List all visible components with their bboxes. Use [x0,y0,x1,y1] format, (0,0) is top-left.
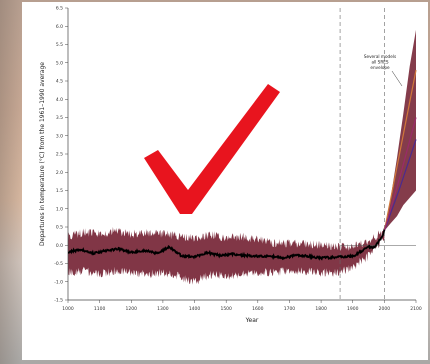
x-tick-label: 1800 [315,306,327,312]
x-tick-label: 1100 [94,306,106,312]
y-tick-label: 3.0 [56,133,63,139]
y-tick-label: 0.0 [56,243,63,249]
text-layer: -1.5 -1.0 -0.5 0.0 0.5 1.0 1.5 2.0 2.5 3.0 3.5 4.0 4… [39,6,422,324]
x-tick-label: 1900 [347,306,359,312]
projection-line-2 [383,139,417,231]
y-tick-label: -0.5 [54,261,63,267]
projection-line-1 [383,69,417,231]
y-tick-label: 1.5 [56,188,63,194]
annotation-text: Several models [364,54,396,59]
lines-layer [68,69,417,261]
axes-layer [65,7,417,303]
x-axis-title: Year [245,317,259,324]
x-tick-label: 1300 [157,306,169,312]
y-tick-label: 0.5 [56,225,63,231]
y-tick-label: 4.0 [56,97,63,103]
y-tick-label: 5.5 [56,42,63,48]
x-tick-label: 2000 [379,306,391,312]
y-tick-label: -1.5 [54,298,63,304]
x-tick-label: 2100 [410,306,422,312]
y-tick-label: 1.0 [56,206,63,212]
annotation-leader [391,70,403,87]
background-shade [0,0,22,364]
y-tick-label: 3.5 [56,115,63,121]
overlay-layer [144,84,280,214]
y-axis-title: Departures in temperature (°C) from the … [39,62,46,246]
x-tick-label: 1200 [126,306,138,312]
reconstruction-line [68,229,386,261]
y-tick-label: 6.5 [56,6,63,12]
y-tick-label: 5.0 [56,60,63,66]
checkmark-icon [144,84,280,214]
x-tick-label: 1400 [189,306,201,312]
y-tick-label: 2.5 [56,152,63,158]
y-tick-label: 6.0 [56,24,63,30]
band-layer [68,29,416,285]
projection-envelope [384,29,416,231]
y-tick-label: 4.5 [56,79,63,85]
projection-line-3 [383,117,417,231]
y-tick-label: 2.0 [56,170,63,176]
annotation-text: all SRES [371,60,388,65]
x-tick-label: 1000 [62,306,74,312]
annotation-text: envelope [370,65,390,70]
x-tick-label: 1500 [220,306,232,312]
x-tick-label: 1700 [284,306,296,312]
y-tick-label: -1.0 [54,279,63,285]
x-tick-label: 1600 [252,306,264,312]
